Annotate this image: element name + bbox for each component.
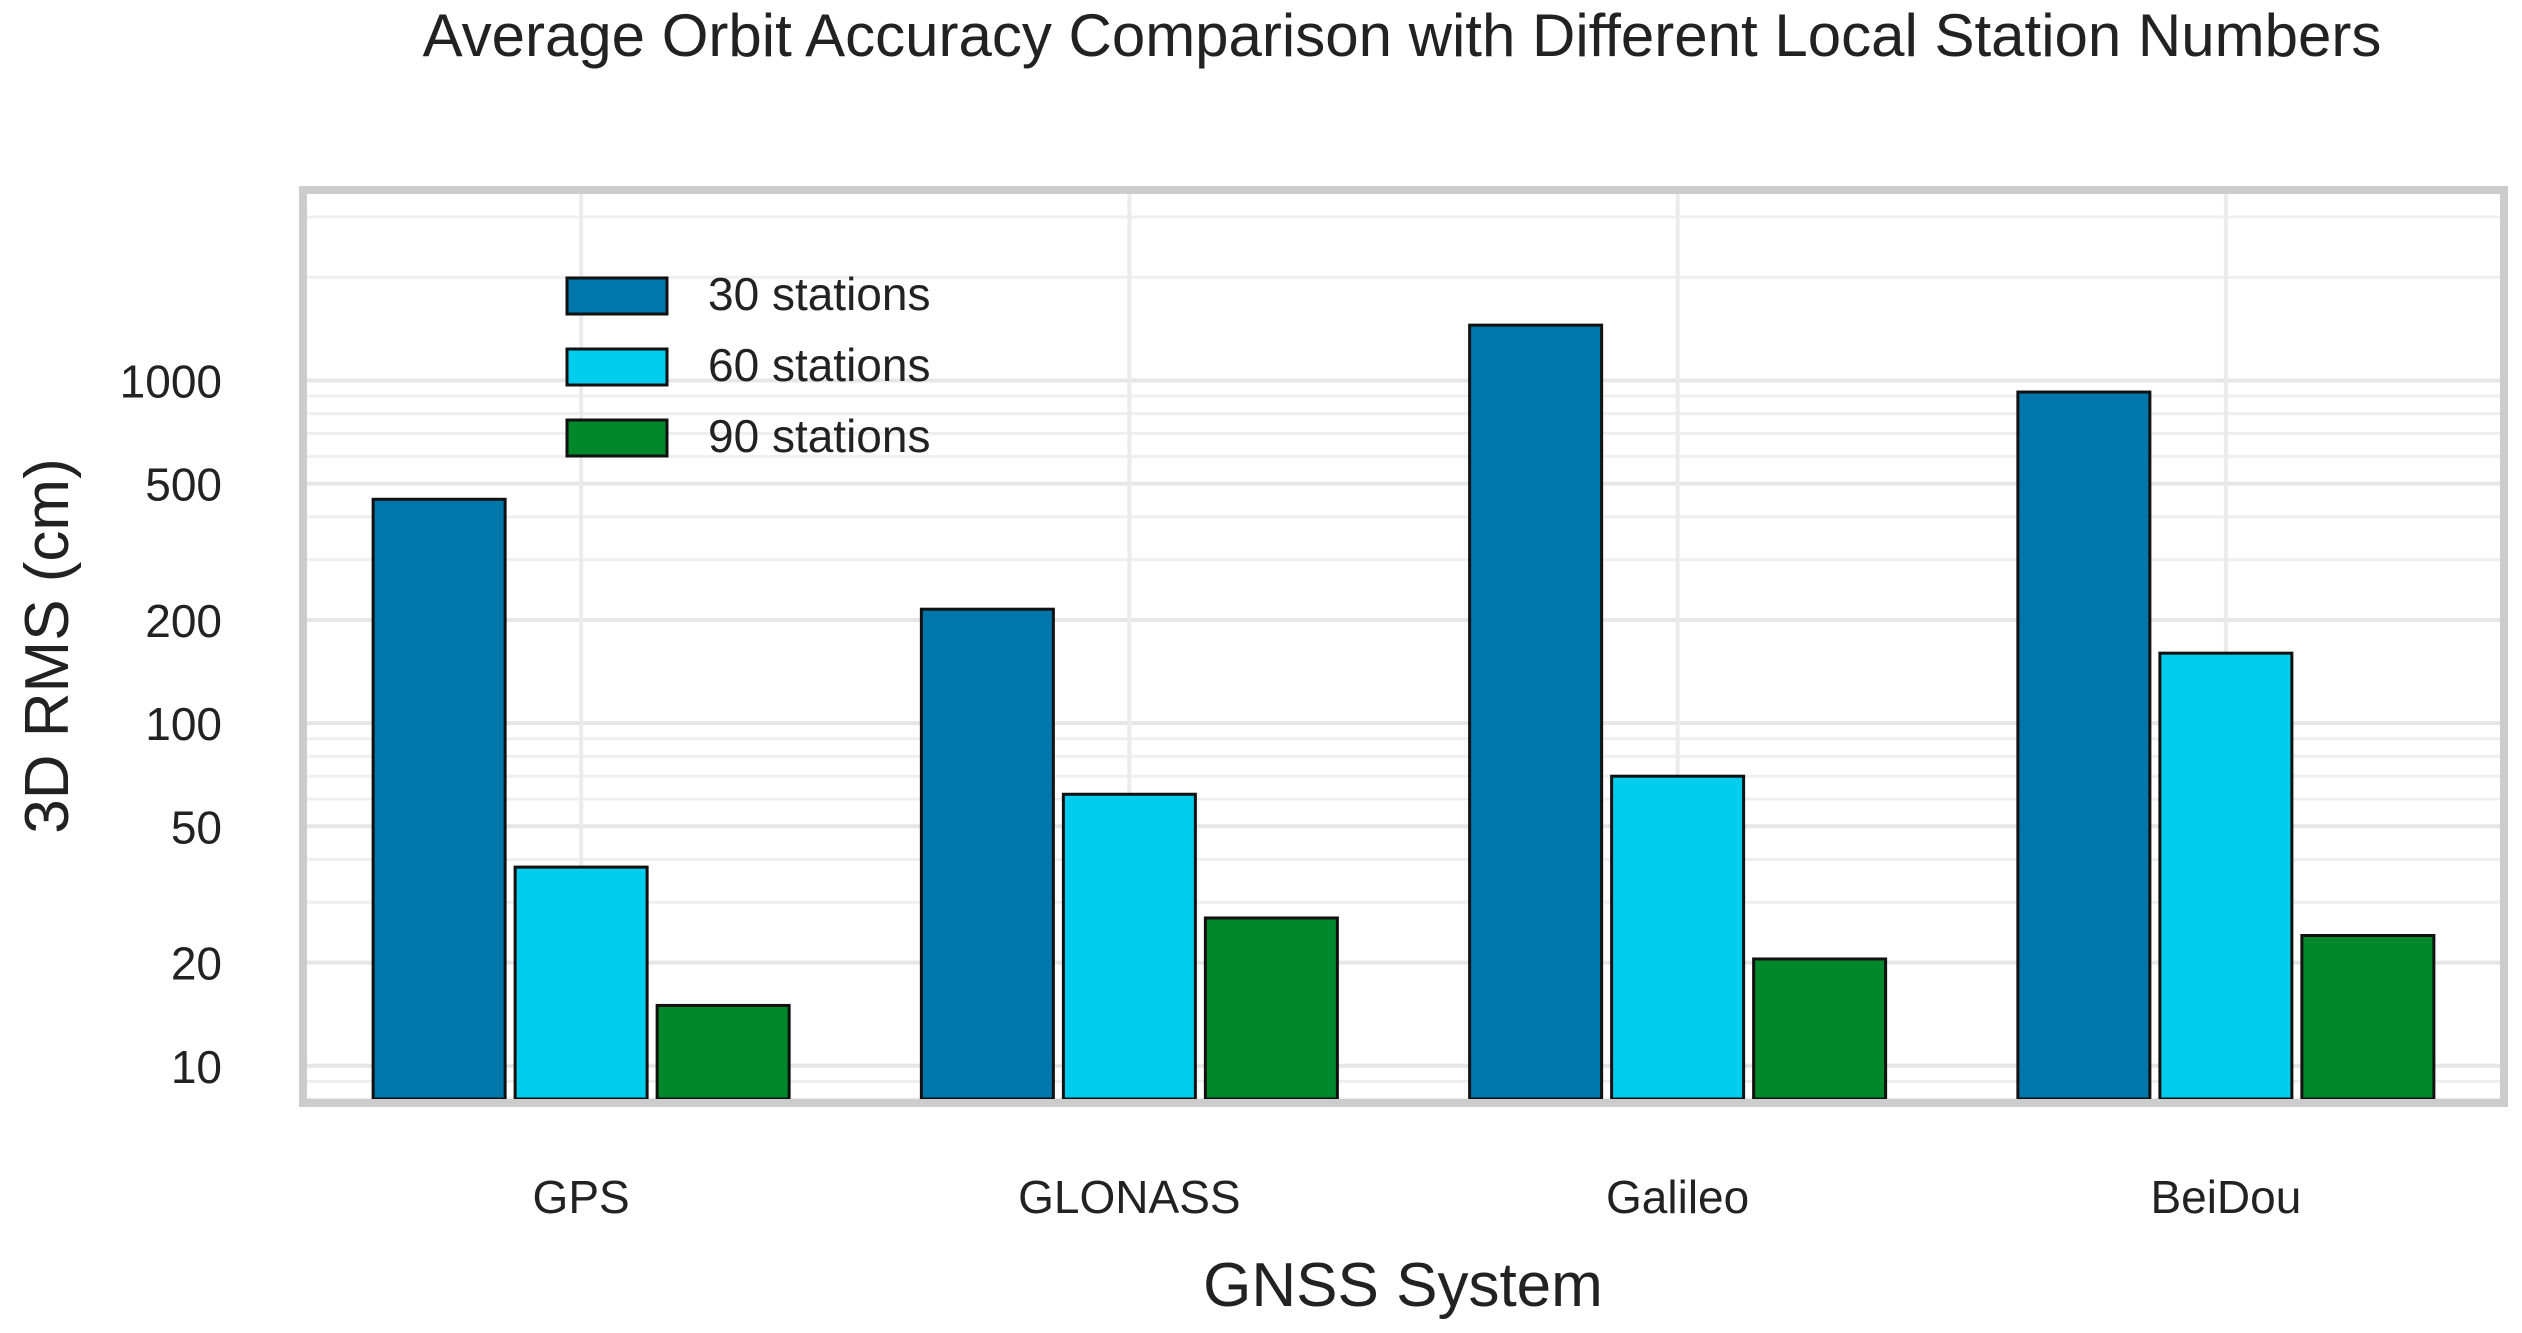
chart-title: Average Orbit Accuracy Comparison with D… [423,2,2382,69]
y-axis-label: 3D RMS (cm) [13,458,82,833]
bar-60-stations-galileo [1610,774,1746,1101]
y-tick-label: 1000 [120,355,222,407]
x-tick-label: BeiDou [2150,1171,2301,1223]
legend-swatch [565,418,669,458]
legend-swatch [565,276,669,316]
y-tick-label: 500 [145,459,222,511]
bar-60-stations-gps [513,865,649,1101]
y-tick-label: 10 [171,1041,222,1093]
y-tick-label: 50 [171,801,222,853]
y-tick-label: 20 [171,938,222,990]
x-axis-ticks: GPS GLONASS Galileo BeiDou [533,1171,2302,1223]
legend-label: 60 stations [708,339,930,391]
legend-swatch [565,347,669,387]
x-tick-label: Galileo [1606,1171,1749,1223]
x-tick-label: GLONASS [1018,1171,1240,1223]
x-tick-label: GPS [533,1171,630,1223]
bars [371,323,2436,1101]
y-axis-ticks: 10 20 50 100 200 500 1000 [120,355,222,1092]
bar-90-stations-gps [655,1003,791,1101]
bar-30-stations-gps [371,497,507,1101]
bar-90-stations-beidou [2300,934,2436,1101]
bar-30-stations-glonass [919,607,1055,1101]
bar-60-stations-beidou [2158,651,2294,1101]
legend: 30 stations 60 stations 90 stations [565,268,930,462]
bar-30-stations-galileo [1468,323,1604,1101]
y-tick-label: 200 [145,595,222,647]
legend-label: 30 stations [708,268,930,320]
bar-90-stations-galileo [1752,957,1888,1101]
legend-label: 90 stations [708,410,930,462]
x-axis-label: GNSS System [1203,1251,1603,1320]
y-tick-label: 100 [145,698,222,750]
bar-90-stations-glonass [1203,916,1339,1101]
bar-60-stations-glonass [1061,792,1197,1101]
plot-frame [299,186,2508,1107]
bar-30-stations-beidou [2016,390,2152,1101]
